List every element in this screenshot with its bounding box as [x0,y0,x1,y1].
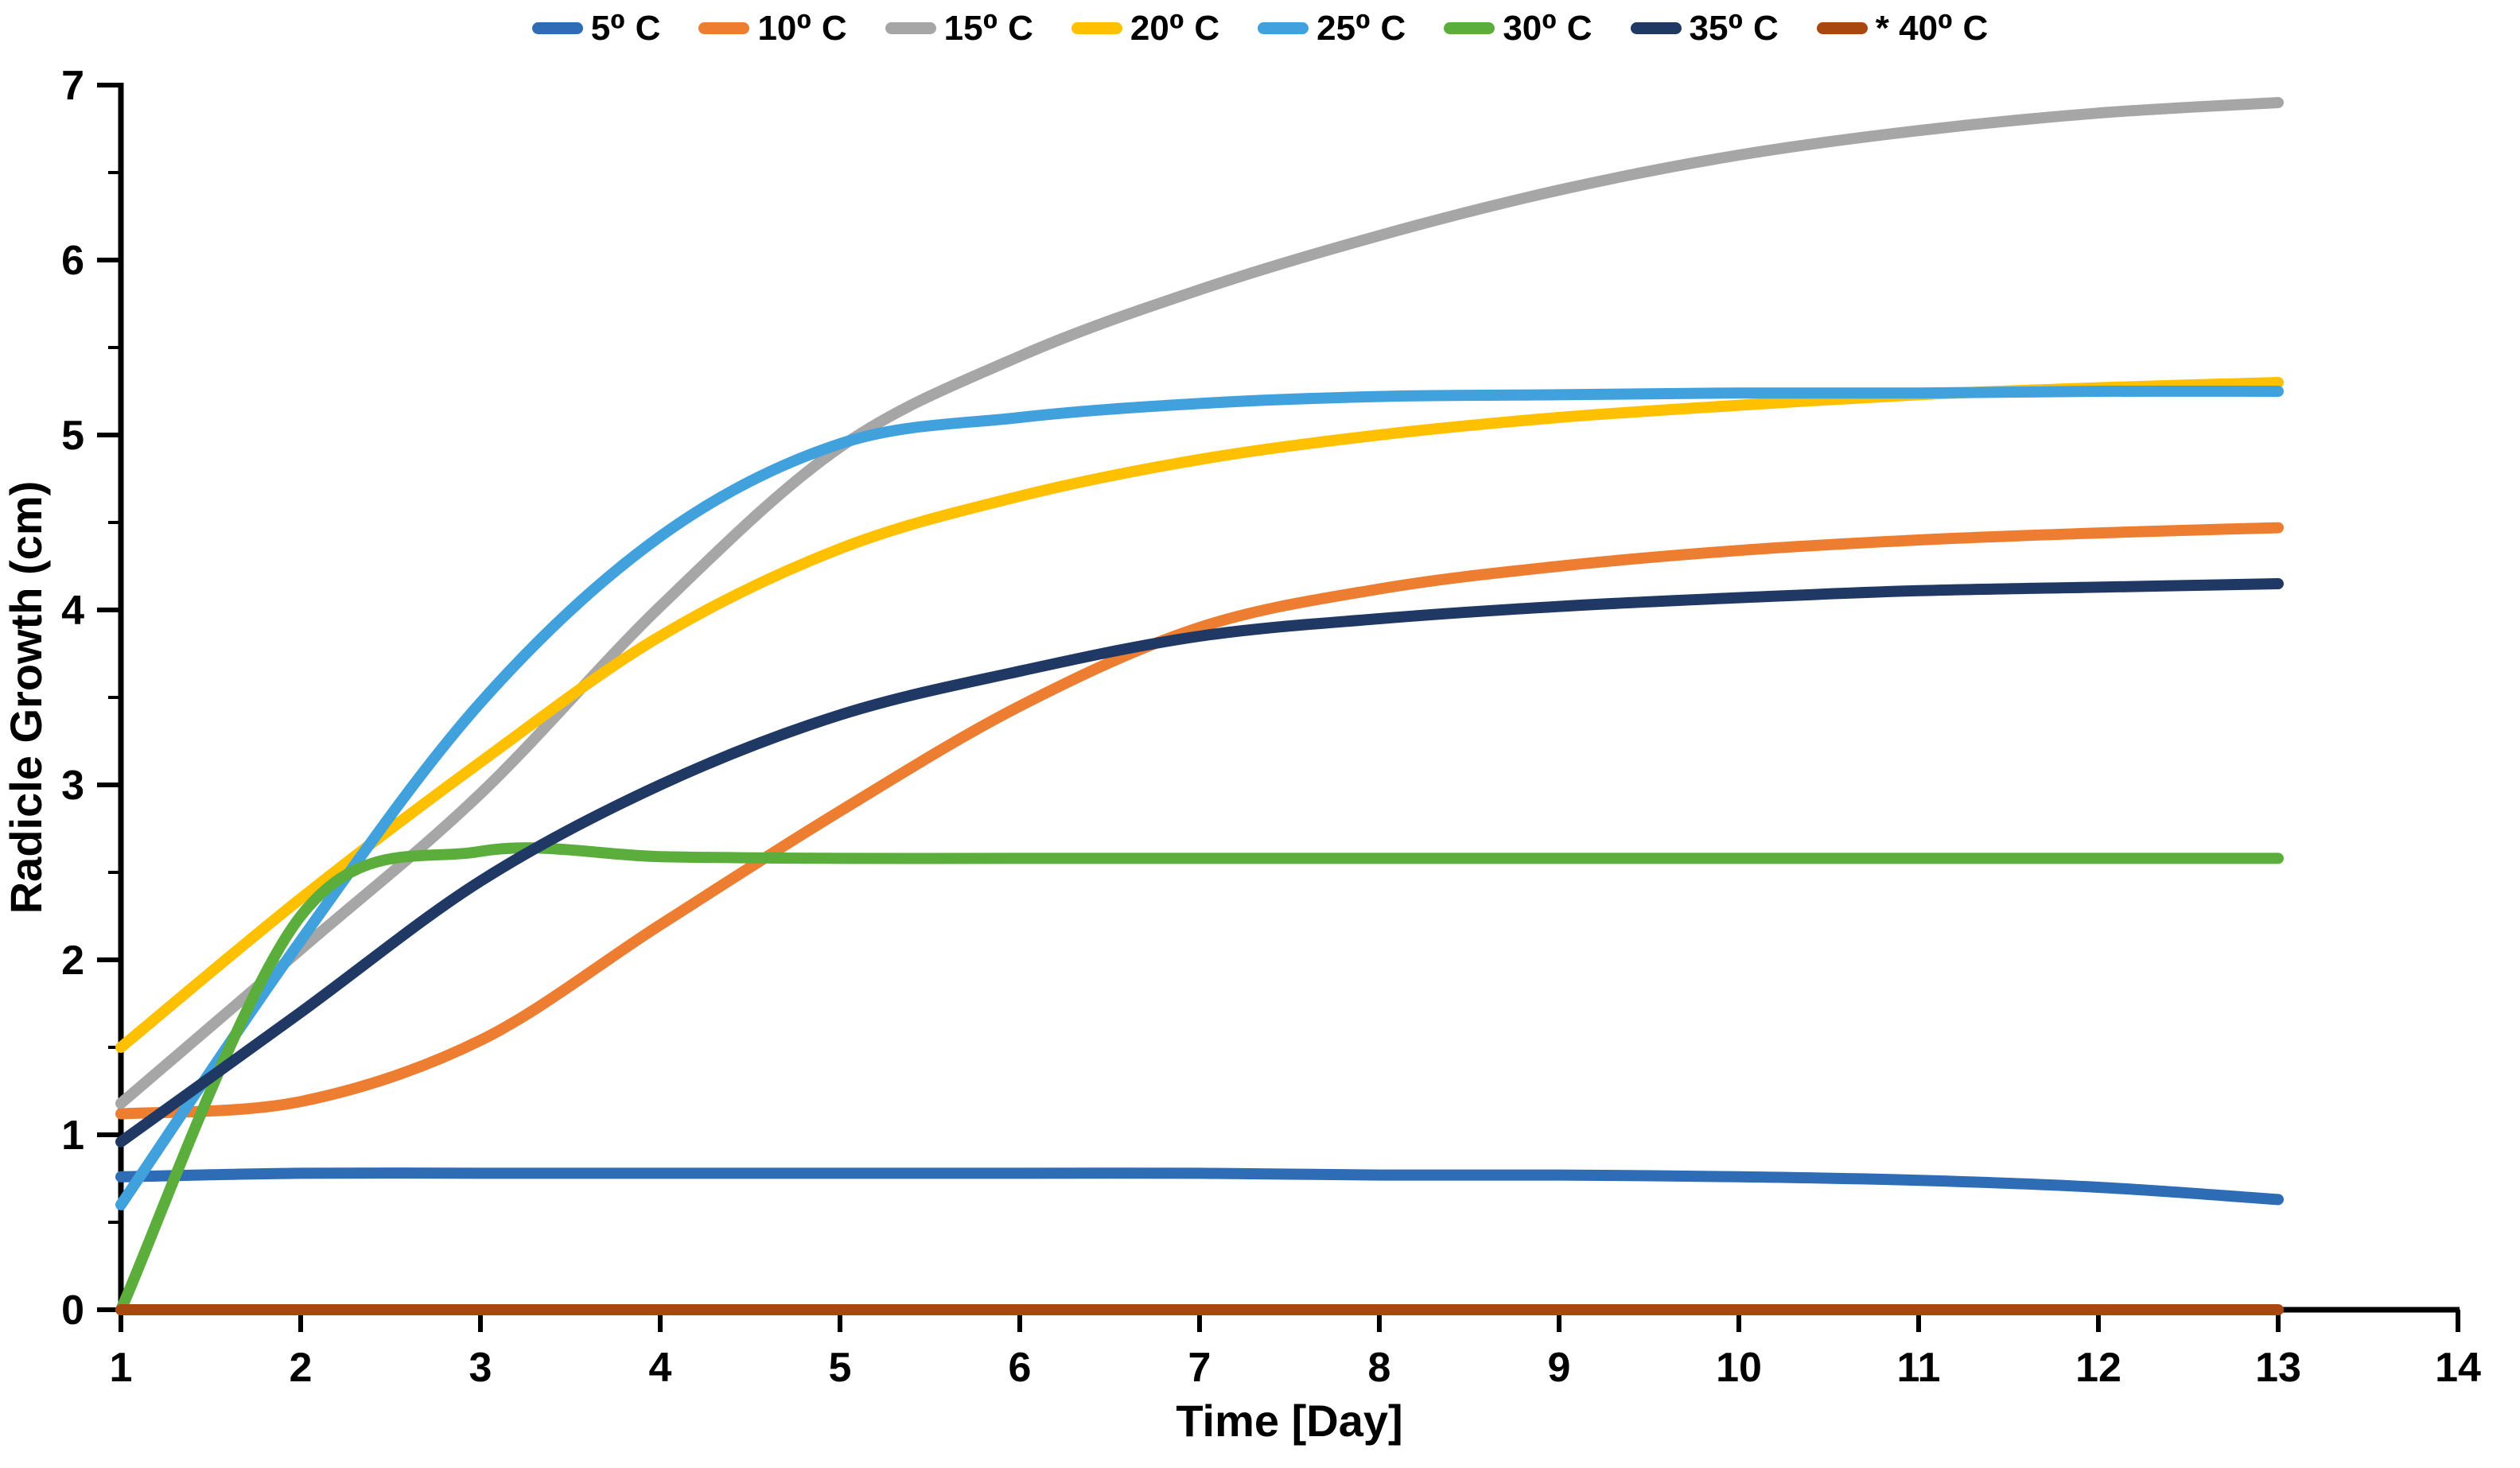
x-tick-label: 12 [2075,1345,2121,1391]
x-tick-label: 5 [829,1345,852,1391]
series-20c-line [115,377,2284,1053]
x-tick-label: 2 [290,1345,313,1391]
x-tick-label: 4 [649,1345,672,1391]
series-10c-line [115,522,2284,1120]
y-tick-label: 1 [61,1113,84,1159]
x-tick-label: 8 [1368,1345,1391,1391]
x-tick-label: 6 [1009,1345,1032,1391]
series-35c-line [115,578,2284,1148]
y-tick-label: 2 [61,938,84,984]
series-25c-line [115,385,2284,1210]
x-tick-label: 13 [2255,1345,2301,1391]
y-axis-title: Radicle Growth (cm) [1,481,51,915]
series-30c-line [115,842,2284,1315]
y-tick-label: 5 [61,413,84,459]
x-tick-label: 9 [1548,1345,1571,1391]
series-15c-line [115,97,2284,1109]
x-tick-label: 3 [469,1345,492,1391]
x-axis-title: Time [Day] [1176,1396,1402,1446]
y-tick-label: 6 [61,238,84,284]
x-tick-label: 7 [1188,1345,1211,1391]
x-tick-label: 14 [2435,1345,2481,1391]
y-tick-label: 7 [61,63,84,109]
x-tick-label: 10 [1716,1345,1762,1391]
series-5c-line [115,1167,2284,1206]
y-tick-label: 4 [61,588,84,634]
y-tick-label: 3 [61,763,84,809]
y-tick-label: 0 [61,1287,84,1334]
x-tick-label: 1 [110,1345,133,1391]
x-tick-label: 11 [1897,1345,1941,1391]
